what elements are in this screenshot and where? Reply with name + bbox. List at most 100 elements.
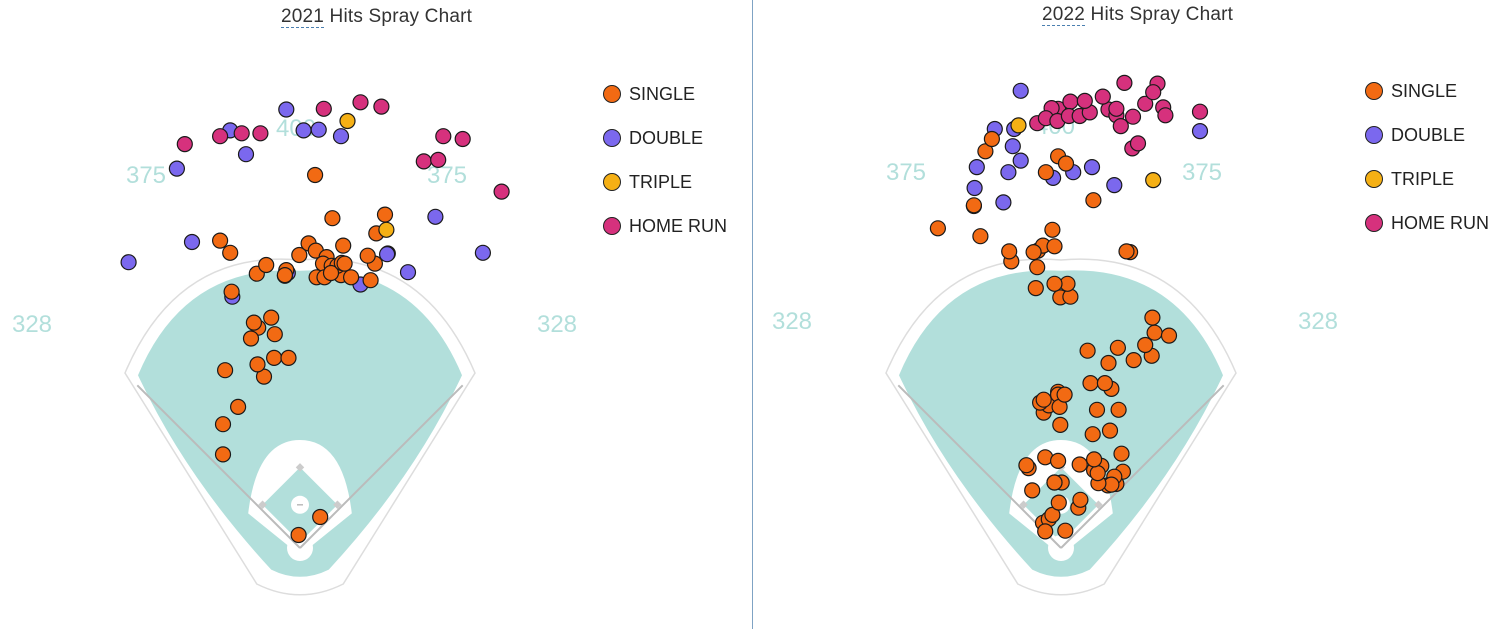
single-hit-point [1035, 391, 1052, 408]
legend-item-home-run[interactable]: HOME RUN [1365, 201, 1489, 245]
double-hit-point [120, 254, 137, 271]
single-hit-point [1037, 164, 1054, 181]
triple-hit-point [339, 112, 356, 130]
single-hit-point [335, 237, 352, 254]
single-hit-point [362, 272, 379, 289]
single-hit-point [1024, 482, 1041, 499]
legend-item-triple[interactable]: TRIPLE [1365, 157, 1489, 201]
home-run-dot-icon [603, 217, 621, 235]
home-run-hit-point [1076, 92, 1093, 110]
single-hit-point [1086, 451, 1103, 468]
double-hit-point [1004, 138, 1021, 155]
single-hit-point [214, 416, 232, 433]
home-run-hit-point [1137, 95, 1154, 112]
home-run-hit-point [315, 100, 332, 117]
legend-item-double[interactable]: DOUBLE [603, 116, 727, 160]
double-hit-point [474, 244, 491, 261]
single-dot-icon [1365, 82, 1383, 100]
single-hit-point [1046, 238, 1063, 255]
legend-label: DOUBLE [629, 127, 704, 148]
legend-label: DOUBLE [1391, 124, 1466, 145]
field-grass [138, 270, 462, 577]
triple-hit-point [1145, 172, 1162, 189]
legend-item-home-run[interactable]: HOME RUN [603, 204, 727, 248]
single-hit-point [929, 220, 946, 237]
single-hit-point [1084, 426, 1101, 443]
foul-line-left [136, 384, 301, 549]
double-hit-point [1012, 82, 1029, 99]
single-hit-point [983, 130, 1000, 148]
legend-label: HOME RUN [629, 215, 727, 236]
single-hit-point [1118, 243, 1135, 260]
single-hit-point [307, 166, 324, 184]
single-hit-point [266, 349, 283, 366]
chart-2021: 328375400375328 2021 Hits Spray Chart SI… [0, 0, 752, 629]
single-hit-point [258, 256, 275, 274]
double-hit-point [237, 146, 255, 163]
single-hit-point [1100, 354, 1117, 372]
single-hit-point [359, 247, 376, 264]
chart-title-year: 2022 [1042, 4, 1086, 26]
single-hit-point [1057, 155, 1075, 172]
distance-label-right-line: 328 [537, 311, 577, 338]
legend-label: SINGLE [629, 83, 696, 104]
spray-chart-2022-plot: 328375400375328 [772, 74, 1338, 596]
double-hit-point [168, 160, 185, 177]
single-dot-icon [603, 85, 621, 103]
home-run-hit-point [252, 125, 269, 142]
single-hit-point [1071, 456, 1088, 473]
home-run-hit-point [1116, 74, 1133, 92]
single-hit-point [1056, 386, 1073, 403]
double-hit-point [183, 233, 201, 251]
home-run-hit-point [435, 128, 452, 145]
double-hit-point [399, 264, 417, 281]
distance-label-left-line: 328 [12, 311, 52, 338]
single-hit-point [291, 246, 308, 264]
single-hit-point [1050, 452, 1067, 469]
single-hit-point [1027, 280, 1044, 297]
single-hit-point [312, 508, 329, 526]
spray-chart-2021-plot: 328375400375328 [12, 94, 577, 596]
single-hit-point [1101, 422, 1119, 439]
single-hit-point [1146, 324, 1163, 341]
legend-item-single[interactable]: SINGLE [1365, 69, 1489, 113]
single-hit-point [249, 356, 266, 373]
single-hit-point [266, 326, 283, 343]
single-hit-point [1082, 375, 1099, 392]
legend-label: HOME RUN [1391, 212, 1489, 233]
single-hit-point [1144, 309, 1161, 326]
chart-title-2022: 2022 Hits Spray Chart [1042, 4, 1233, 26]
home-run-hit-point [1112, 117, 1129, 135]
legend-item-double[interactable]: DOUBLE [1365, 113, 1489, 157]
single-hit-point [1037, 523, 1054, 540]
third-base [258, 500, 267, 510]
chart-title-2021: 2021 Hits Spray Chart [281, 6, 472, 28]
legend-item-single[interactable]: SINGLE [603, 72, 727, 116]
single-hit-point [1050, 494, 1067, 511]
chart-title-text: Hits Spray Chart [324, 6, 473, 27]
single-hit-point [1025, 244, 1042, 261]
single-hit-point [214, 446, 232, 463]
single-hit-point [343, 269, 360, 286]
home-run-hit-point [1108, 100, 1125, 117]
outfield-wall [124, 258, 476, 596]
double-hit-point [278, 101, 295, 118]
home-run-hit-point [176, 136, 193, 153]
legend-label: SINGLE [1391, 80, 1458, 101]
double-hit-point [1106, 177, 1123, 194]
home-run-hit-point [430, 151, 447, 168]
single-hit-point [1001, 243, 1018, 260]
first-base [1094, 500, 1103, 510]
home-run-hit-point [493, 183, 510, 200]
home-run-hit-point [1062, 93, 1079, 110]
double-hit-point [332, 128, 350, 145]
home-run-hit-point [1124, 108, 1142, 125]
single-hit-point [242, 330, 260, 347]
single-hit-point [336, 255, 353, 272]
single-hit-point [1046, 474, 1063, 491]
single-hit-point [322, 264, 340, 282]
single-hit-point [1088, 401, 1106, 418]
legend-item-triple[interactable]: TRIPLE [603, 160, 727, 204]
double-hit-point [427, 208, 444, 225]
single-hit-point [1109, 339, 1126, 356]
